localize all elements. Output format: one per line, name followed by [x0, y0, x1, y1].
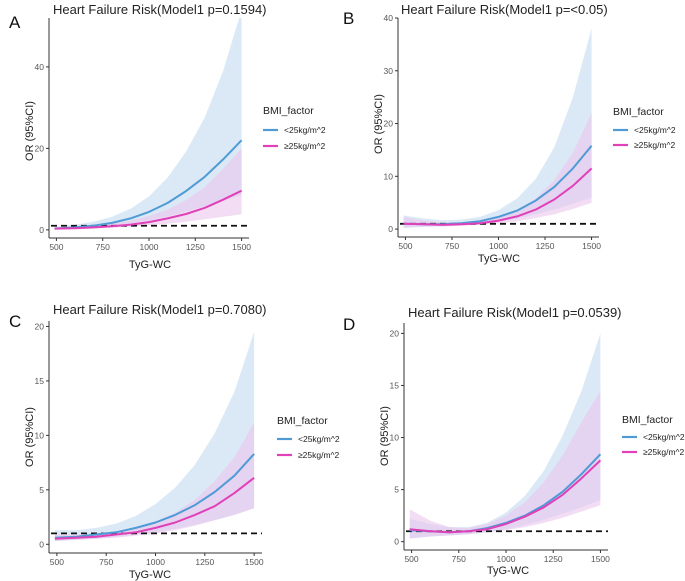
legend-label-over-25: ≥25kg/m^2 [284, 141, 326, 151]
legend-title: BMI_factor [263, 105, 314, 117]
series-line-over-25 [403, 167, 593, 226]
legend-label-under-25: <25kg/m^2 [298, 434, 340, 444]
y-tick-label: 0 [394, 537, 399, 547]
y-tick-label: 0 [39, 225, 44, 235]
ci-band-under-25 [403, 28, 592, 228]
plot-area: 500 750 1000 1250 1500 0 10 20 30 40 [384, 13, 602, 251]
x-tick-label: 1250 [186, 242, 205, 252]
x-tick-label: 500 [50, 557, 64, 567]
x-tick-label: 500 [398, 241, 412, 251]
plot-area: 500 750 1000 1250 1500 0 20 40 [35, 18, 251, 252]
y-tick-label: 20 [35, 321, 45, 331]
y-tick-label: 5 [39, 485, 44, 495]
legend-title: BMI_factor [277, 415, 328, 427]
x-tick-label: 1000 [146, 557, 165, 567]
y-tick-label: 30 [384, 66, 394, 76]
y-tick-label: 10 [390, 433, 400, 443]
legend: BMI_factor <25kg/m^2 ≥25kg/m^2 [277, 415, 340, 460]
y-axis-label: OR (95%CI) [24, 407, 36, 467]
panel-d: D Heart Failure Risk(Model1 p=0.0539) 50… [343, 305, 685, 577]
y-axis-label: OR (95%CI) [373, 94, 385, 154]
panel-title: Heart Failure Risk(Model1 p=0.7080) [53, 302, 267, 317]
panel-c: C Heart Failure Risk(Model1 p=0.7080) 50… [9, 302, 340, 581]
series-line-under-25 [54, 453, 255, 539]
x-tick-label: 1500 [245, 557, 264, 567]
y-tick-label: 0 [388, 224, 393, 234]
x-axis-label: TyG-WC [478, 253, 520, 265]
x-tick-label: 750 [99, 557, 113, 567]
legend-title: BMI_factor [613, 106, 664, 118]
panel-title: Heart Failure Risk(Model1 p=0.1594) [53, 2, 267, 17]
x-tick-label: 750 [452, 554, 466, 564]
legend-title: BMI_factor [622, 414, 673, 426]
y-tick-label: 20 [390, 328, 400, 338]
y-tick-label: 15 [390, 380, 400, 390]
plot-area: 500 750 1000 1250 1500 0 5 10 15 20 [390, 323, 610, 564]
y-tick-label: 10 [35, 430, 45, 440]
ci-band-over-25 [403, 113, 592, 228]
legend-label-under-25: <25kg/m^2 [643, 432, 685, 442]
y-tick-label: 40 [384, 13, 394, 23]
legend: BMI_factor <25kg/m^2 ≥25kg/m^2 [613, 106, 676, 150]
ci-band-under-25 [54, 331, 255, 541]
panel-letter: A [9, 13, 21, 32]
x-tick-label: 1250 [544, 554, 563, 564]
legend: BMI_factor <25kg/m^2 ≥25kg/m^2 [622, 414, 685, 457]
legend-label-over-25: ≥25kg/m^2 [298, 450, 340, 460]
x-tick-label: 750 [96, 242, 110, 252]
panel-letter: D [343, 315, 355, 334]
x-tick-label: 1250 [195, 557, 214, 567]
panel-title: Heart Failure Risk(Model1 p=<0.05) [401, 2, 608, 17]
legend-label-over-25: ≥25kg/m^2 [634, 140, 676, 150]
y-tick-label: 5 [394, 485, 399, 495]
x-tick-label: 1000 [489, 241, 508, 251]
x-tick-label: 1500 [591, 554, 610, 564]
plot-area: 500 750 1000 1250 1500 0 5 10 15 20 [35, 321, 264, 567]
x-axis-label: TyG-WC [129, 259, 171, 271]
y-axis-label: OR (95%CI) [379, 406, 391, 466]
x-axis-label: TyG-WC [129, 569, 171, 581]
panel-letter: C [9, 312, 21, 331]
y-tick-label: 10 [384, 171, 394, 181]
legend: BMI_factor <25kg/m^2 ≥25kg/m^2 [263, 105, 326, 151]
y-tick-label: 40 [35, 62, 45, 72]
panel-letter: B [343, 9, 354, 28]
legend-label-under-25: <25kg/m^2 [284, 125, 326, 135]
x-tick-label: 750 [445, 241, 459, 251]
series-line-under-25 [54, 139, 243, 230]
x-tick-label: 500 [404, 554, 418, 564]
y-tick-label: 20 [35, 143, 45, 153]
panel-title: Heart Failure Risk(Model1 p=0.0539) [408, 305, 622, 320]
ci-band-over-25 [409, 390, 601, 539]
panel-a: A Heart Failure Risk(Model1 p=0.1594) 50… [9, 2, 326, 271]
legend-label-over-25: ≥25kg/m^2 [643, 447, 685, 457]
x-tick-label: 1000 [140, 242, 159, 252]
y-tick-label: 20 [384, 119, 394, 129]
y-tick-label: 0 [39, 539, 44, 549]
panel-b: B Heart Failure Risk(Model1 p=<0.05) 500… [343, 2, 676, 265]
series-line-over-25 [54, 189, 243, 230]
x-tick-label: 1250 [536, 241, 555, 251]
series-line-over-25 [409, 459, 602, 534]
x-tick-label: 1000 [497, 554, 516, 564]
series-line-over-25 [54, 477, 255, 540]
x-tick-label: 1500 [232, 242, 251, 252]
y-axis-label: OR (95%CI) [24, 101, 36, 161]
x-tick-label: 1500 [582, 241, 601, 251]
legend-label-under-25: <25kg/m^2 [634, 125, 676, 135]
x-tick-label: 500 [49, 242, 63, 252]
ci-band-under-25 [54, 18, 242, 230]
ci-band-over-25 [54, 148, 242, 230]
y-tick-label: 15 [35, 376, 45, 386]
x-axis-label: TyG-WC [487, 565, 529, 577]
